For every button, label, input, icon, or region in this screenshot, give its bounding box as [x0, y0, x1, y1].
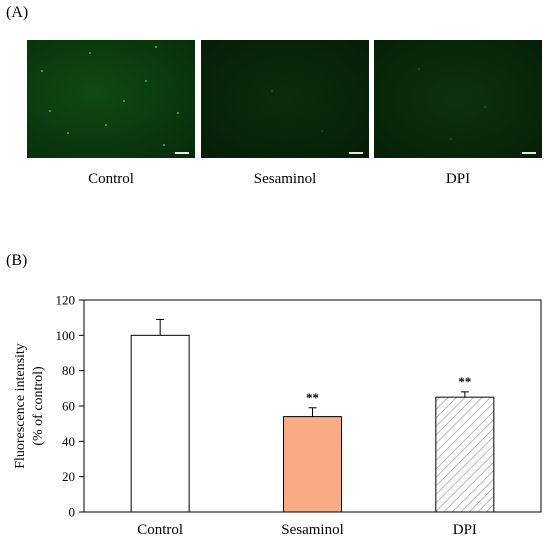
panel-b-label: (B) [6, 252, 28, 269]
x-tick-label: DPI [453, 522, 477, 538]
panel-a-label: (A) [6, 4, 29, 21]
bar-dpi [435, 396, 495, 513]
y-tick-label: 20 [62, 469, 75, 484]
micrograph-caption: DPI [445, 171, 471, 187]
y-tick-label: 0 [69, 505, 76, 520]
scale-bar [175, 152, 189, 154]
bar-sesaminol [283, 416, 342, 513]
y-axis-label: (% of control) [31, 366, 46, 446]
x-tick-label: Control [137, 522, 183, 538]
significance-marker: ** [458, 374, 471, 389]
micrograph-caption: Sesaminol [253, 171, 317, 187]
significance-marker: ** [306, 390, 319, 405]
y-tick-label: 60 [62, 399, 75, 414]
x-tick-label: Sesaminol [281, 522, 344, 538]
y-tick-label: 120 [56, 293, 76, 308]
y-tick-label: 40 [62, 434, 75, 449]
micrograph-caption: Control [88, 171, 134, 187]
bar-control [130, 334, 190, 513]
scale-bar [349, 152, 363, 154]
dpi-micrograph [374, 40, 542, 158]
control-micrograph [27, 40, 195, 158]
y-tick-label: 100 [56, 328, 76, 343]
y-axis-label: Fluorescence intensity [13, 343, 28, 469]
bar-chart: 0 20 40 60 80 100 120 Fluorescence intensity (% … [13, 293, 542, 538]
sesaminol-micrograph [201, 40, 369, 158]
y-tick-label: 80 [62, 363, 75, 378]
scale-bar [522, 152, 536, 154]
